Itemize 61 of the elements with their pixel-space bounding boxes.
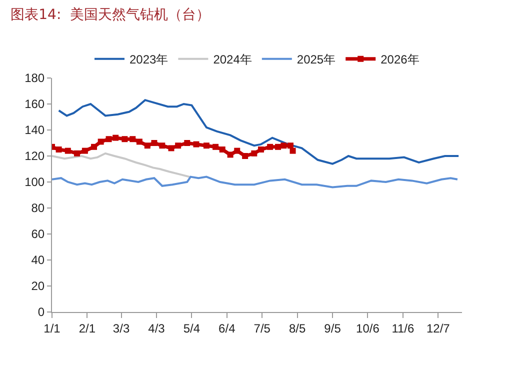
point	[219, 146, 226, 152]
point	[112, 134, 119, 141]
point	[280, 142, 287, 149]
y-tick-label: 120	[24, 149, 45, 164]
point	[98, 138, 104, 145]
x-tick-label: 11/6	[392, 321, 414, 336]
point	[64, 148, 71, 154]
point	[184, 140, 190, 146]
point	[227, 152, 234, 158]
x-tick-label: 6/4	[218, 321, 236, 336]
point	[275, 144, 282, 150]
point	[159, 142, 166, 149]
y-tick-label: 160	[24, 97, 45, 112]
point	[251, 150, 258, 156]
point	[106, 136, 112, 142]
legend-label: 2024年	[213, 52, 252, 66]
x-tick-label: 2/1	[78, 321, 96, 336]
point	[203, 142, 210, 149]
y-tick-label: 100	[24, 175, 45, 190]
point	[168, 145, 174, 152]
y-tick-label: 60	[31, 227, 45, 242]
point	[91, 144, 98, 150]
point	[288, 142, 294, 149]
legend-label: 2023年	[130, 52, 168, 66]
x-tick-label: 12/7	[426, 321, 450, 336]
x-tick-label: 9/5	[324, 321, 342, 336]
point	[267, 144, 274, 150]
y-tick-label: 20	[31, 279, 45, 294]
legend-label: 2026年	[380, 52, 420, 66]
line-series	[52, 176, 458, 188]
point	[122, 136, 128, 142]
x-tick-label: 8/5	[288, 321, 306, 336]
point	[74, 150, 80, 156]
legend-label: 2025年	[296, 52, 336, 66]
y-tick-label: 140	[24, 123, 45, 138]
point	[82, 148, 88, 154]
x-tick-label: 7/5	[254, 321, 271, 336]
y-tick-label: 80	[31, 201, 45, 216]
point	[212, 144, 219, 150]
chart-title: 图表14: 美国天然气钻机（台）	[10, 7, 210, 24]
point	[234, 148, 240, 154]
point	[258, 146, 264, 152]
point	[56, 146, 62, 152]
point	[242, 153, 248, 159]
x-tick-label: 10/6	[356, 321, 380, 336]
point	[290, 148, 296, 154]
point	[193, 141, 200, 148]
y-tick-label: 40	[31, 253, 45, 268]
point	[136, 138, 142, 145]
point	[130, 136, 136, 142]
point	[144, 142, 150, 149]
x-tick-label: 5/4	[183, 321, 200, 336]
x-tick-label: 4/3	[148, 321, 166, 336]
line-series	[52, 152, 190, 178]
x-tick-label: 3/3	[112, 321, 130, 336]
y-tick-label: 180	[24, 71, 45, 86]
line-series	[58, 99, 460, 165]
point	[151, 140, 158, 146]
point	[175, 142, 182, 149]
y-tick-label: 0	[38, 305, 45, 320]
x-tick-label: 1/1	[44, 321, 61, 336]
